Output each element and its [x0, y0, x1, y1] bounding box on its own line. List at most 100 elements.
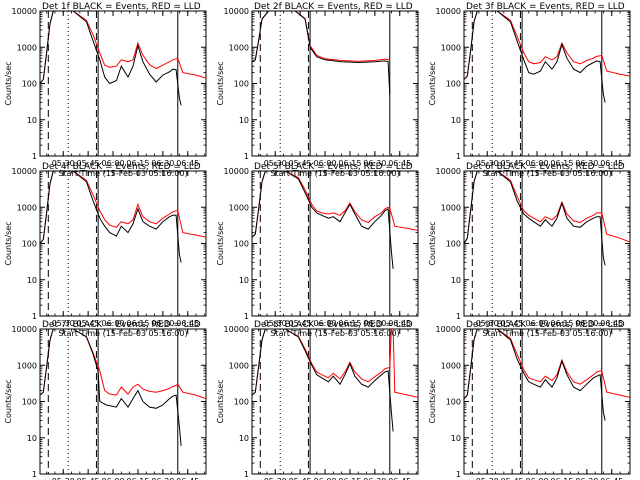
x-tick-label: 06:00	[526, 477, 549, 480]
y-tick-label: 1000	[441, 43, 461, 52]
series-line-events	[464, 171, 606, 266]
y-tick-label: 1	[244, 152, 249, 161]
plot-frame	[463, 170, 631, 317]
y-axis-label: Counts/sec	[428, 221, 437, 265]
x-tick-label: 06:30	[363, 319, 386, 328]
y-axis-label: Counts/sec	[216, 221, 225, 265]
y-axis-label: Counts/sec	[4, 221, 13, 265]
y-tick-label: 10000	[224, 7, 249, 16]
series-line-events	[40, 171, 182, 263]
y-tick-label: 100	[446, 398, 461, 407]
x-tick-label: 05:45	[501, 319, 524, 328]
x-tick-label: 06:30	[151, 477, 174, 480]
y-tick-label: 1	[32, 312, 37, 321]
x-tick-label: 06:00	[314, 319, 337, 328]
y-tick-label: 1000	[17, 361, 37, 370]
series-line-events	[464, 329, 606, 421]
y-tick-label: 10000	[436, 325, 461, 334]
panel-det-6: Det 6f BLACK = Events, RED = LLD 1 10 100 10…	[428, 162, 631, 338]
y-tick-label: 1000	[441, 203, 461, 212]
x-tick-label: 06:30	[363, 159, 386, 168]
panel-det-3: Det 3f BLACK = Events, RED = LLD 1 10 100 10…	[428, 2, 631, 178]
series-line-lld	[40, 329, 206, 400]
x-tick-label: 06:15	[126, 319, 149, 328]
x-axis-label: Start Time (15-Feb-03 05:16:00)	[58, 169, 187, 178]
panel-title: Det 4f BLACK = Events, RED = LLD	[42, 162, 201, 172]
x-tick-label: 05:30	[264, 319, 287, 328]
x-tick-label: 05:30	[52, 477, 75, 480]
series-line-lld	[464, 329, 630, 399]
y-tick-label: 10	[27, 276, 37, 285]
y-axis-label: Counts/sec	[4, 61, 13, 105]
x-tick-label: 06:45	[388, 319, 411, 328]
y-axis-label: Counts/sec	[428, 61, 437, 105]
y-tick-label: 10000	[224, 325, 249, 334]
x-tick-label: 06:00	[102, 477, 125, 480]
x-tick-label: 06:45	[600, 319, 623, 328]
series-line-events	[464, 11, 606, 103]
x-axis-label: Start Time (15-Feb-03 05:16:00)	[482, 169, 611, 178]
plot-frame	[251, 328, 419, 475]
y-tick-label: 10000	[12, 167, 37, 176]
x-tick-label: 06:00	[526, 159, 549, 168]
y-tick-label: 1	[456, 312, 461, 321]
x-tick-label: 05:30	[476, 477, 499, 480]
x-tick-label: 06:30	[151, 319, 174, 328]
panel-det-2: Det 2f BLACK = Events, RED = LLD 1 10 100 10…	[216, 2, 419, 178]
x-tick-label: 05:45	[501, 159, 524, 168]
panel-det-7: Det 7f BLACK = Events, RED = LLD 1 10 100 10…	[4, 320, 207, 480]
x-tick-label: 05:45	[501, 477, 524, 480]
x-tick-label: 05:30	[476, 159, 499, 168]
x-tick-label: 06:45	[600, 159, 623, 168]
x-tick-label: 06:45	[176, 477, 199, 480]
y-tick-label: 1	[456, 152, 461, 161]
y-tick-label: 1	[244, 312, 249, 321]
y-tick-label: 1000	[229, 43, 249, 52]
y-tick-label: 10	[27, 434, 37, 443]
y-tick-label: 1000	[229, 203, 249, 212]
x-tick-label: 05:45	[289, 159, 312, 168]
y-tick-label: 10	[27, 116, 37, 125]
panel-det-8: Det 8f BLACK = Events, RED = LLD 1 10 100 10…	[216, 320, 419, 480]
panel-title: Det 6f BLACK = Events, RED = LLD	[466, 162, 625, 172]
y-tick-label: 100	[234, 240, 249, 249]
x-tick-label: 06:45	[388, 159, 411, 168]
series-line-lld	[464, 171, 630, 244]
x-tick-label: 05:45	[77, 477, 100, 480]
x-tick-label: 06:15	[338, 159, 361, 168]
x-tick-label: 05:45	[289, 477, 312, 480]
x-tick-label: 06:00	[102, 319, 125, 328]
panel-det-9: Det 9f BLACK = Events, RED = LLD 1 10 100 10…	[428, 320, 631, 480]
x-tick-label: 05:30	[52, 159, 75, 168]
y-tick-label: 10	[239, 116, 249, 125]
y-tick-label: 10000	[436, 167, 461, 176]
series-line-lld	[464, 11, 630, 80]
plot-frame	[39, 170, 207, 317]
y-tick-label: 1	[456, 470, 461, 479]
series-line-events	[40, 329, 182, 446]
x-tick-label: 06:30	[575, 477, 598, 480]
y-tick-label: 1000	[17, 203, 37, 212]
panel-title: Det 2f BLACK = Events, RED = LLD	[254, 2, 413, 12]
x-axis-label: Start Time (15-Feb-03 05:16:00)	[270, 329, 399, 338]
y-tick-label: 1	[32, 152, 37, 161]
plot-frame	[251, 10, 419, 157]
series-line-lld	[252, 11, 390, 63]
x-tick-label: 06:15	[550, 477, 573, 480]
y-tick-label: 100	[234, 398, 249, 407]
x-tick-label: 05:30	[52, 319, 75, 328]
x-tick-label: 05:45	[77, 319, 100, 328]
panel-title: Det 3f BLACK = Events, RED = LLD	[466, 2, 625, 12]
series-line-events	[252, 11, 391, 95]
plot-frame	[463, 328, 631, 475]
x-tick-label: 06:45	[600, 477, 623, 480]
x-tick-label: 06:45	[388, 477, 411, 480]
x-tick-label: 06:30	[363, 477, 386, 480]
panel-det-4: Det 4f BLACK = Events, RED = LLD 1 10 100 10…	[4, 162, 207, 338]
y-tick-label: 10	[451, 434, 461, 443]
y-tick-label: 1	[32, 470, 37, 479]
series-line-events	[252, 329, 394, 432]
plot-frame	[463, 10, 631, 157]
x-tick-label: 05:30	[476, 319, 499, 328]
